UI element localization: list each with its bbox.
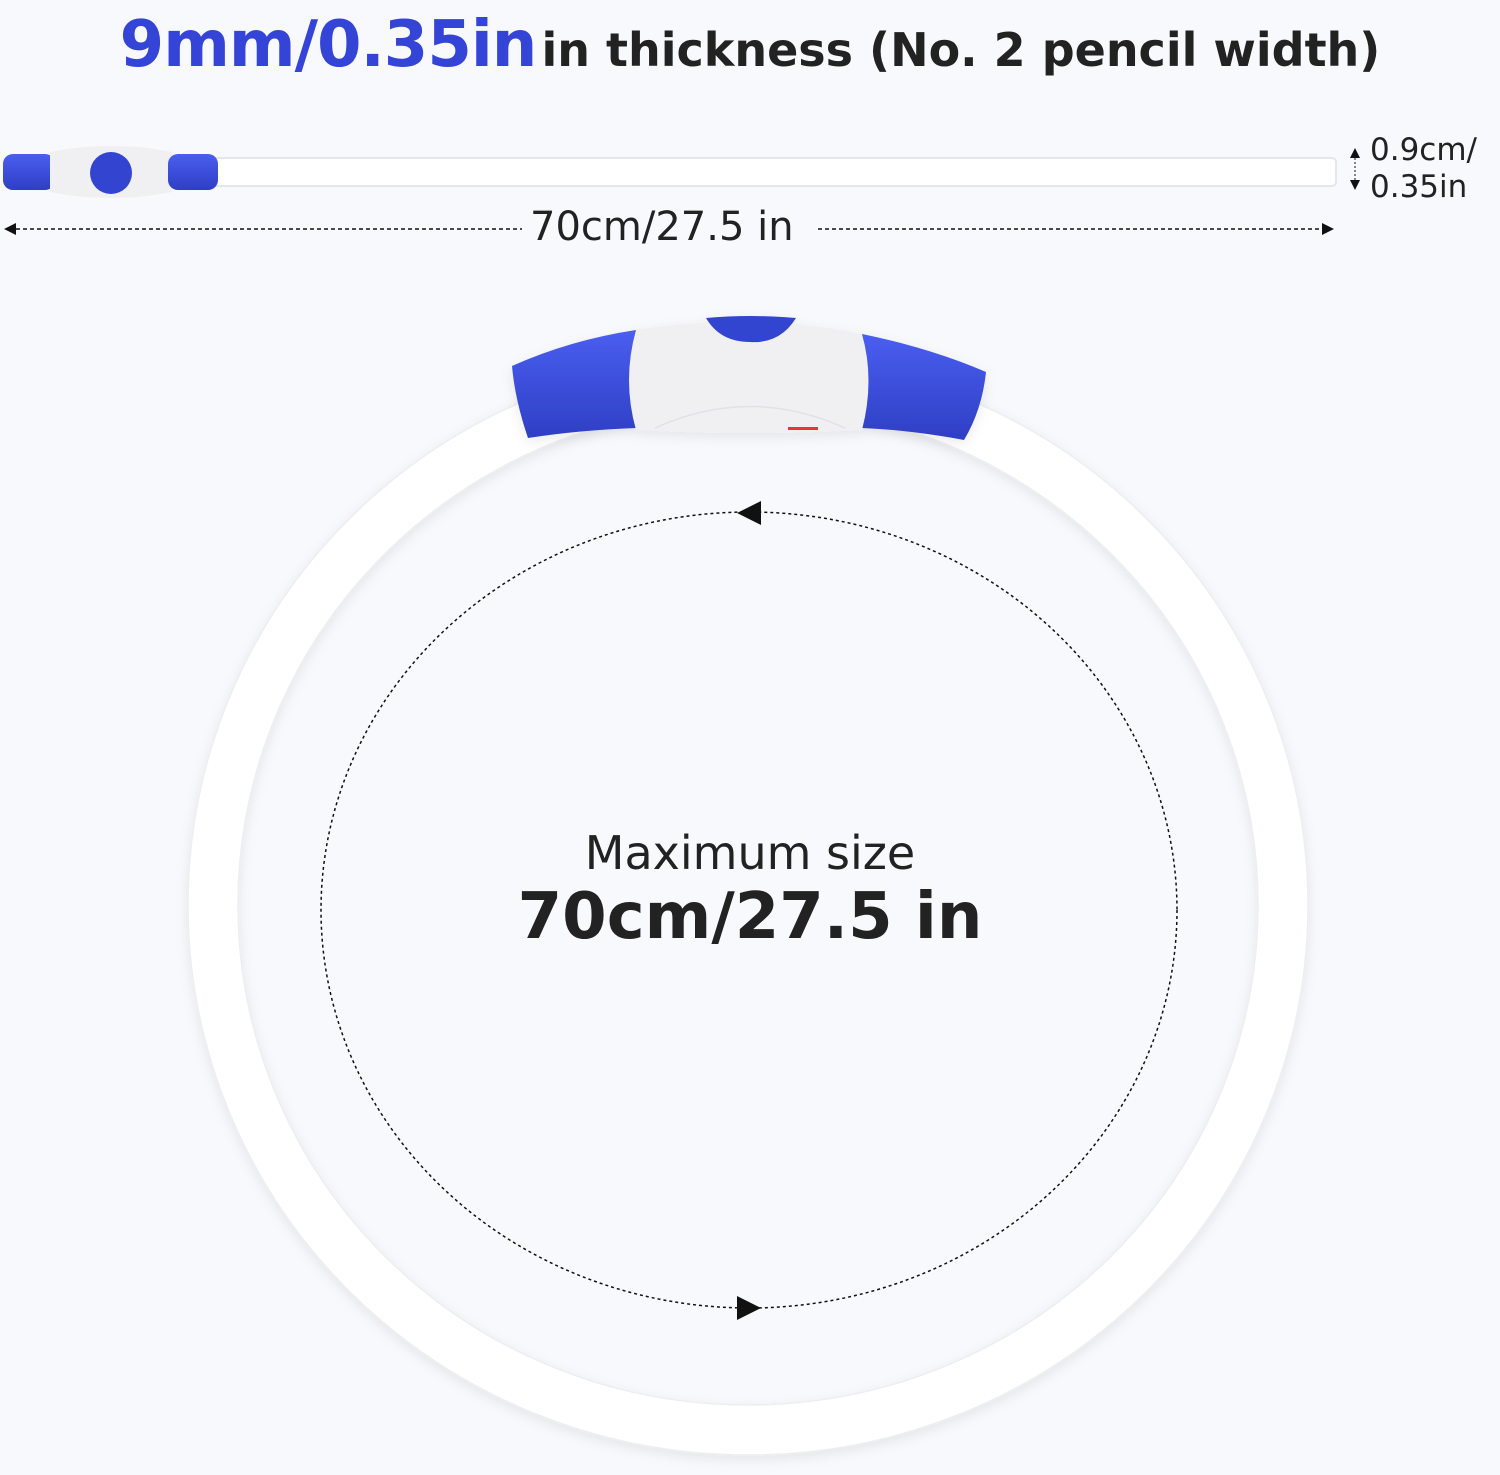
indicator-light	[788, 427, 818, 430]
length-arrow	[4, 223, 1334, 235]
headline-highlight: 9mm/0.35in	[119, 8, 538, 82]
headline-rest: in thickness (No. 2 pencil width)	[541, 23, 1381, 77]
thickness-label-in: 0.35in	[1370, 169, 1468, 205]
ring-label-size: 70cm/27.5 in	[517, 880, 983, 954]
circumference-arrow	[320, 501, 1178, 1320]
thickness-label: 0.9cm/ 0.35in	[1370, 132, 1477, 206]
length-label: 70cm/27.5 in	[530, 204, 794, 250]
thickness-arrow	[1350, 148, 1360, 190]
headline: 9mm/0.35in in thickness (No. 2 pencil wi…	[0, 8, 1500, 82]
ring-connector	[512, 316, 986, 440]
straight-collar	[3, 146, 1337, 198]
ring-label-title: Maximum size	[584, 826, 916, 880]
thickness-label-cm: 0.9cm/	[1370, 132, 1477, 168]
